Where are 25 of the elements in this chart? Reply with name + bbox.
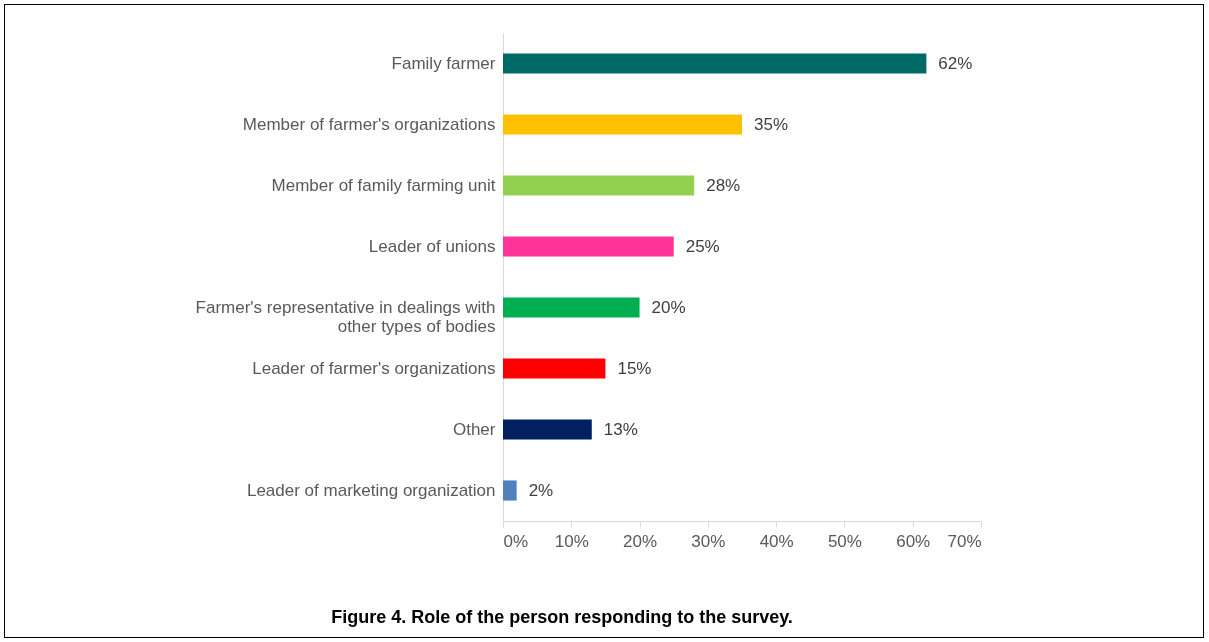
x-tick-label: 10% xyxy=(554,531,589,551)
y-tick-label: Leader of marketing organization xyxy=(246,480,496,500)
y-tick-label: Leader of unions xyxy=(368,236,496,256)
x-tick-label: 30% xyxy=(691,531,726,551)
data-label: 2% xyxy=(528,480,554,500)
data-label: 35% xyxy=(754,114,789,134)
y-tick-label: Other xyxy=(452,419,496,439)
y-tick-label: Farmer's representative in dealings with other types of bodies xyxy=(195,297,496,336)
data-label: 62% xyxy=(938,53,973,73)
x-tick-label: 20% xyxy=(623,531,658,551)
x-tick-label: 70% xyxy=(947,531,982,551)
y-tick-label: Member of family farming unit xyxy=(271,175,496,195)
data-label: 13% xyxy=(603,419,638,439)
data-label: 25% xyxy=(685,236,720,256)
y-tick-label: Leader of farmer's organizations xyxy=(252,358,496,378)
x-tick-label: 60% xyxy=(896,531,931,551)
text: Figure 4. Role of the person responding to the survey. xyxy=(331,607,793,627)
y-tick-label: Family farmer xyxy=(391,53,496,73)
data-label: 28% xyxy=(706,175,741,195)
x-tick-label: 50% xyxy=(827,531,862,551)
data-label: 15% xyxy=(617,358,652,378)
data-label: 20% xyxy=(651,297,686,317)
x-tick-label: 0% xyxy=(503,531,529,551)
x-tick-label: 40% xyxy=(759,531,794,551)
y-tick-label: Member of farmer's organizations xyxy=(242,114,496,134)
